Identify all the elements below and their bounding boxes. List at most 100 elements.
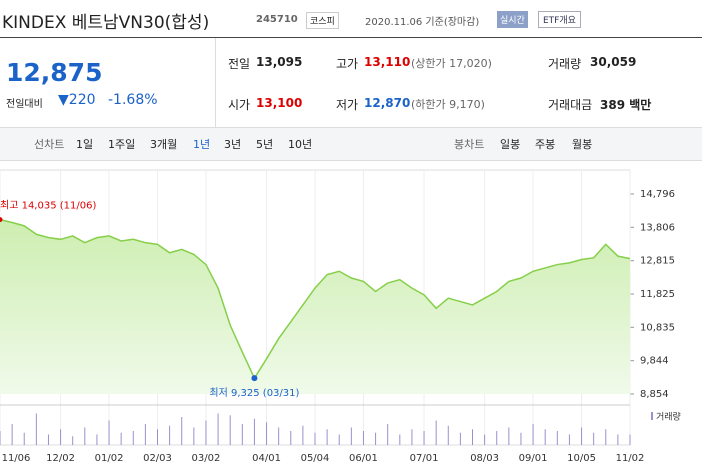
title: KINDEX 베트남VN30(합성)	[2, 13, 210, 33]
min-label: 최저 9,325 (03/31)	[209, 387, 299, 399]
volume-bar	[484, 434, 486, 445]
volume-bar	[581, 427, 583, 445]
volume-bar	[435, 420, 437, 445]
period-tab[interactable]: 5년	[256, 138, 274, 151]
volume-bar	[217, 413, 219, 445]
volume-bar	[229, 415, 231, 445]
realtime-button[interactable]: 실시간	[497, 11, 528, 28]
overview-button[interactable]: ETF개요	[538, 11, 581, 28]
tab-bar	[0, 127, 702, 161]
period-tab[interactable]: 10년	[288, 138, 313, 151]
volume-bar	[290, 431, 292, 445]
x-tick-label: 11/06	[2, 453, 31, 464]
chart: 8,854 9,844 10,835 11,825 12,815 13,806 14,796…	[0, 169, 681, 464]
quote-value: 13,110	[364, 55, 411, 69]
min-point	[251, 375, 258, 382]
quote-value: 12,870	[364, 96, 411, 110]
max-label: 최고 14,035 (11/06)	[0, 200, 96, 212]
x-tick-label: 04/01	[252, 453, 281, 464]
volume-bar	[205, 420, 207, 445]
quote-value: 13,095	[256, 55, 303, 69]
y-tick-label: 8,854	[640, 389, 669, 400]
volume-bar	[532, 424, 534, 445]
code: 245710	[256, 14, 298, 25]
volume-bar	[72, 436, 74, 445]
volume-bar	[629, 434, 631, 445]
x-tick-label: 07/01	[410, 453, 439, 464]
volume-bar	[568, 434, 570, 445]
volume-bar	[411, 429, 413, 445]
change-value: 220	[68, 92, 96, 108]
volume-bar	[302, 425, 304, 445]
volume-bar	[314, 432, 316, 445]
volume-bar	[278, 427, 280, 445]
volume-bar	[60, 429, 62, 445]
quote-value: 30,059	[590, 55, 637, 69]
volume-bar	[144, 424, 146, 445]
quote-label: 전일	[228, 57, 251, 71]
change-pct: -1.68%	[108, 92, 158, 108]
candle-tab[interactable]: 일봉	[500, 138, 521, 151]
volume-bar	[350, 427, 352, 445]
quote-label: 시가	[228, 98, 251, 112]
period-tab[interactable]: 1일	[76, 138, 94, 151]
x-tick-label: 02/03	[143, 453, 172, 464]
volume-bar	[35, 413, 37, 445]
volume-bar	[11, 424, 13, 445]
x-tick-label: 09/01	[519, 453, 548, 464]
divider	[215, 38, 216, 128]
volume-bar	[193, 427, 195, 445]
period-tab[interactable]: 3개월	[150, 138, 178, 151]
volume-bar	[181, 417, 183, 445]
volume-bar	[326, 429, 328, 445]
volume-bar	[253, 418, 255, 445]
volume-bar	[47, 434, 49, 445]
volume-bar	[132, 431, 134, 445]
candle-tab[interactable]: 주봉	[535, 138, 556, 151]
y-tick-label: 12,815	[640, 256, 675, 267]
volume-bar	[556, 431, 558, 445]
volume-bar	[0, 431, 1, 445]
volume-bar	[169, 425, 171, 445]
volume-bar	[157, 429, 158, 445]
volume-bar	[617, 434, 619, 445]
y-tick-label: 14,796	[640, 189, 675, 200]
x-tick-label: 01/02	[95, 453, 124, 464]
volume-bar	[496, 431, 498, 445]
volume-bar	[241, 424, 243, 445]
y-tick-label: 10,835	[640, 322, 675, 333]
volume-bar	[423, 431, 425, 445]
volume-bar	[544, 429, 546, 445]
tab-label: 선차트	[34, 138, 65, 151]
x-tick-label: 03/02	[192, 453, 221, 464]
volume-bar	[108, 420, 110, 445]
quote-label: 거래대금	[548, 98, 593, 112]
change-label: 전일대비	[6, 99, 43, 110]
y-tick-label: 9,844	[640, 356, 669, 367]
quote-value: 13,100	[256, 96, 303, 110]
period-tab[interactable]: 1년	[193, 138, 211, 151]
price-line	[0, 218, 631, 380]
change: ▼220	[58, 92, 96, 108]
candle-tab[interactable]: 월봉	[572, 138, 593, 151]
x-tick-label: 08/03	[470, 453, 499, 464]
volume-bar	[472, 429, 473, 445]
volume-bar	[508, 427, 510, 445]
volume-bar	[96, 434, 98, 445]
volume-bar	[605, 429, 607, 445]
volume-bar	[338, 434, 340, 445]
volume-bar	[399, 434, 401, 445]
x-tick-label: 12/02	[46, 453, 75, 464]
period-tab[interactable]: 1주일	[108, 138, 136, 151]
volume-bar	[120, 432, 122, 445]
volume-bar	[375, 432, 377, 445]
x-tick-label: 10/05	[567, 453, 596, 464]
period-tab[interactable]: 3년	[224, 138, 242, 151]
volume-bar	[23, 432, 25, 445]
legend-swatch	[651, 412, 653, 420]
volume-bar	[266, 422, 268, 445]
y-tick-label: 11,825	[640, 289, 675, 300]
volume-bar	[84, 427, 86, 445]
quote-value: 389 백만	[600, 98, 652, 112]
